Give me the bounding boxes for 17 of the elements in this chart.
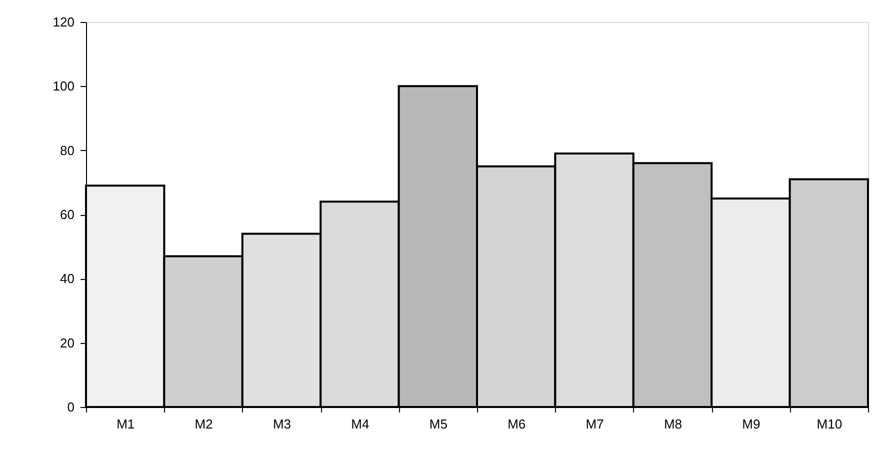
x-tick-label: M2: [194, 416, 213, 432]
x-tick-label: M4: [351, 416, 370, 432]
x-tick-label: M8: [664, 416, 682, 432]
y-tick-label: 120: [52, 14, 74, 30]
y-tick-label: 40: [60, 271, 74, 286]
x-tick-label: M5: [429, 416, 448, 432]
x-tick-label: M7: [586, 416, 604, 432]
y-tick-label: 100: [52, 78, 74, 94]
x-tick-label: M9: [742, 416, 760, 432]
x-tick-label: M10: [816, 416, 842, 432]
x-tick-label: M1: [116, 416, 135, 432]
x-tick-label: M6: [508, 416, 526, 432]
y-tick-label: 0: [67, 400, 74, 414]
x-tick-label: M3: [272, 416, 292, 432]
y-tick-label: 60: [60, 207, 74, 222]
y-tick-label: 80: [60, 142, 74, 158]
y-tick-label: 20: [60, 335, 74, 350]
